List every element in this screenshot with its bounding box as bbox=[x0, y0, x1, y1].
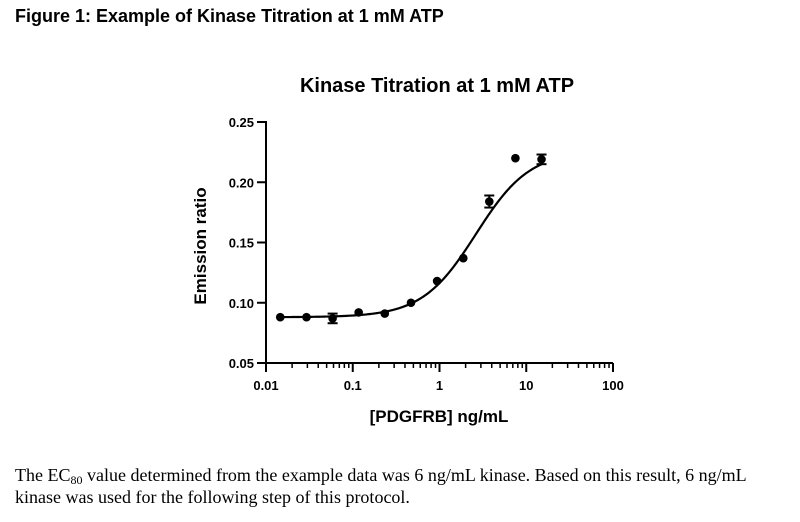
ec-subscript: 80 bbox=[70, 473, 83, 487]
data-point bbox=[275, 312, 285, 322]
data-point bbox=[302, 312, 311, 322]
data-point bbox=[537, 155, 546, 164]
data-point bbox=[406, 298, 416, 308]
y-tick-label: 0.05 bbox=[229, 356, 254, 371]
y-tick-label: 0.20 bbox=[229, 175, 254, 190]
x-tick-label: 0.1 bbox=[344, 378, 362, 393]
body-text-end: value determined from the example data w… bbox=[15, 465, 746, 507]
data-point bbox=[511, 153, 520, 163]
chart-title: Kinase Titration at 1 mM ATP bbox=[300, 75, 574, 97]
titration-chart: Kinase Titration at 1 mM ATP 0.05 0.10 0.1… bbox=[191, 75, 624, 426]
x-tick-label: 10 bbox=[519, 378, 533, 393]
data-point bbox=[354, 308, 363, 317]
y-tick-label: 0.10 bbox=[229, 296, 254, 311]
chart-axes: 0.05 0.10 0.15 0.20 0.25 0.01 0.1 1 10 100 bbox=[229, 115, 624, 393]
x-tick-label: 0.01 bbox=[253, 378, 278, 393]
x-tick-label: 1 bbox=[436, 378, 443, 393]
data-point bbox=[380, 309, 390, 318]
y-axis-label: Emission ratio bbox=[191, 187, 210, 304]
figure-caption: Figure 1: Example of Kinase Titration at… bbox=[15, 6, 444, 26]
body-paragraph: The EC80 value determined from the examp… bbox=[15, 464, 795, 508]
data-point bbox=[432, 276, 442, 286]
data-point bbox=[484, 197, 494, 206]
body-text-start: The EC bbox=[15, 465, 71, 485]
data-point bbox=[458, 253, 468, 263]
x-axis-label: [PDGFRB] ng/mL bbox=[370, 407, 509, 426]
fit-curve bbox=[280, 163, 542, 319]
y-tick-label: 0.25 bbox=[229, 115, 254, 130]
data-points bbox=[275, 153, 547, 325]
y-tick-label: 0.15 bbox=[229, 236, 254, 251]
x-tick-label: 100 bbox=[602, 378, 624, 393]
data-point bbox=[328, 314, 337, 323]
